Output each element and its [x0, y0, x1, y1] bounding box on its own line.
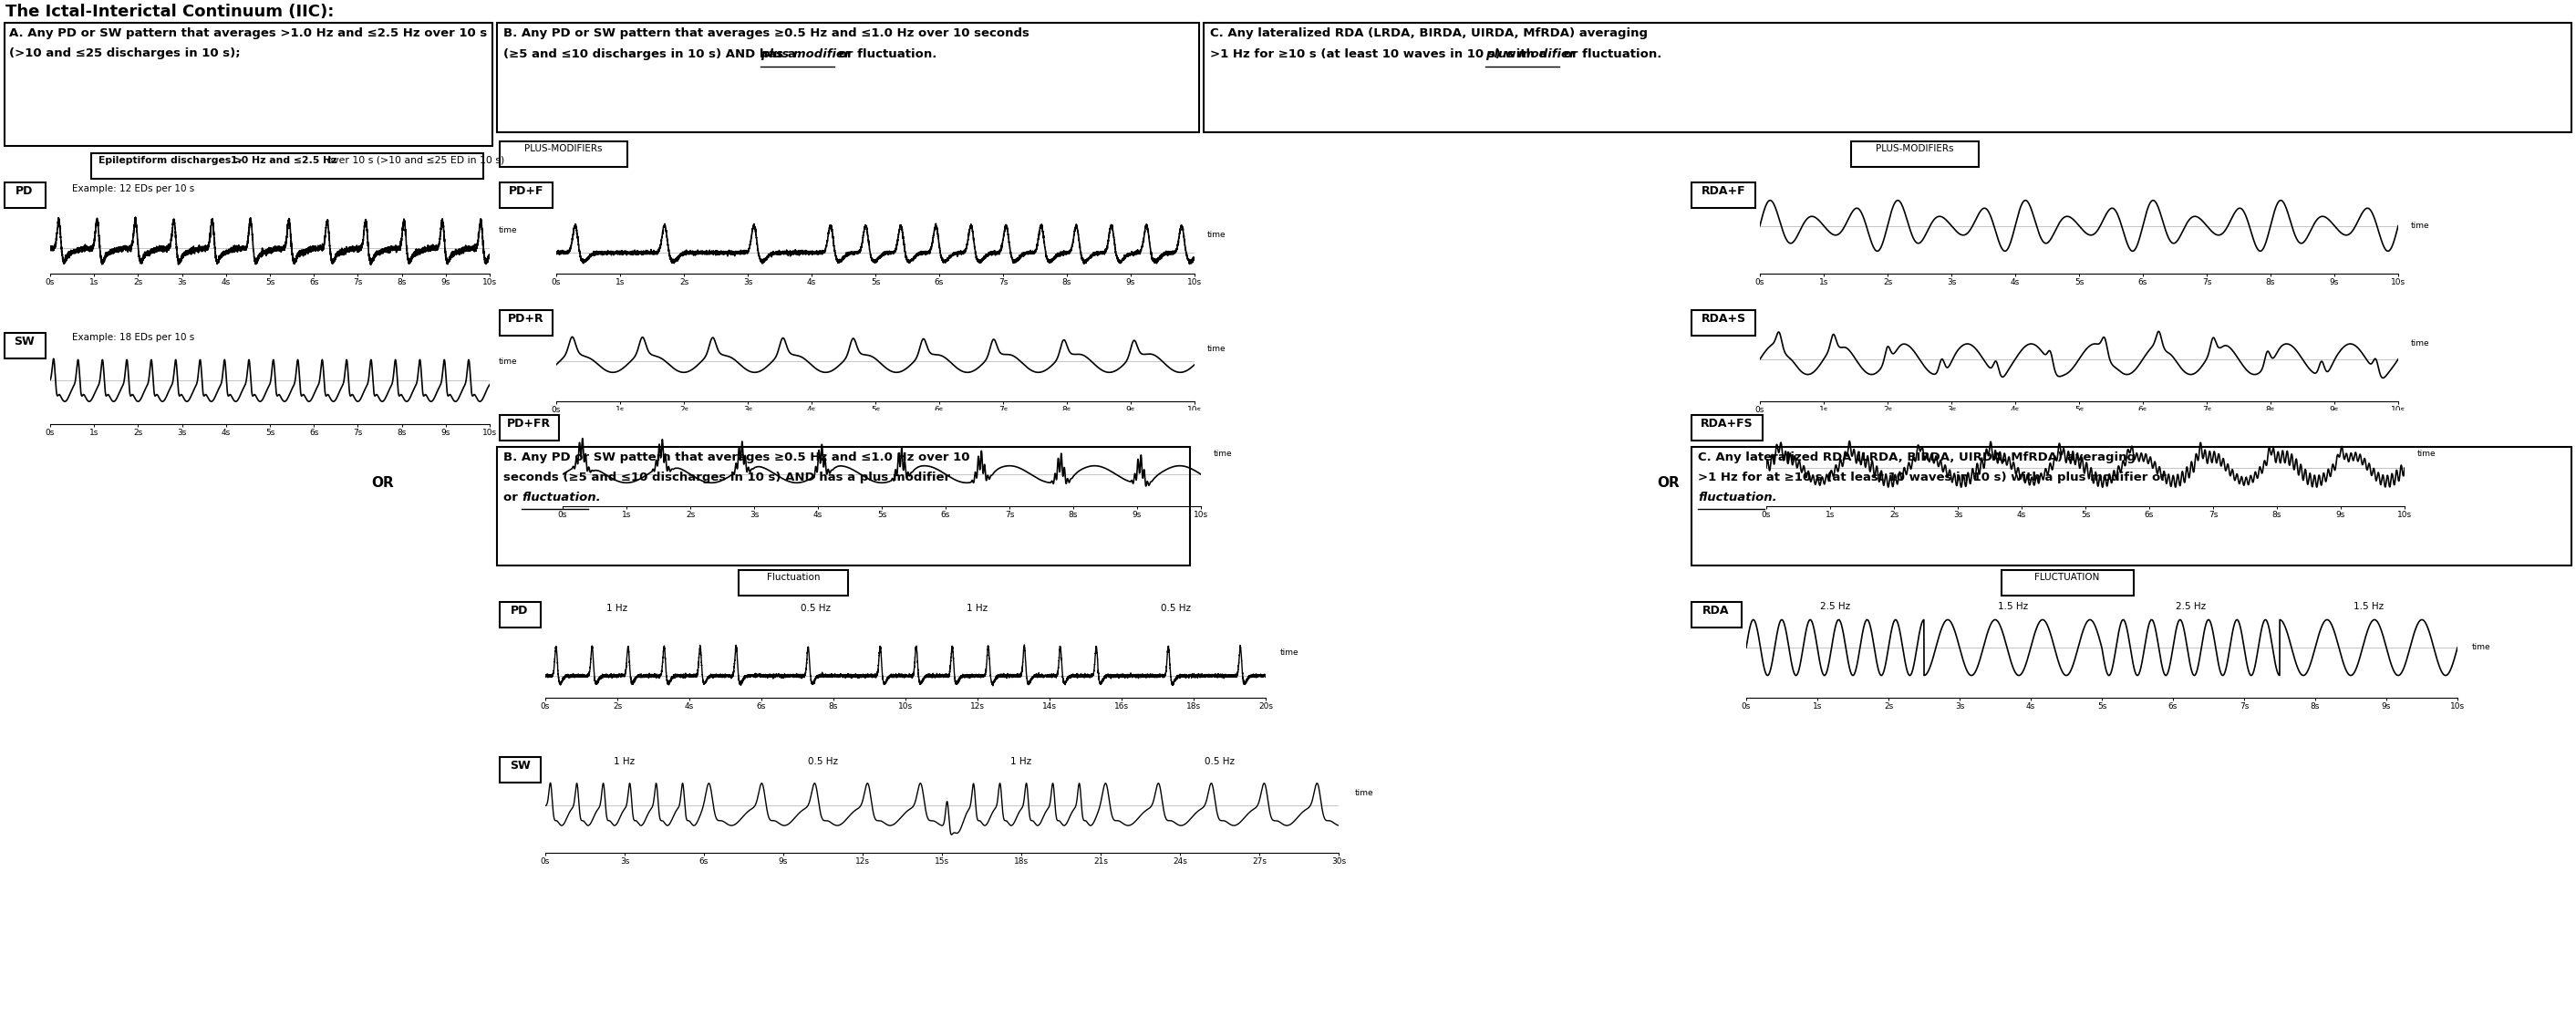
Text: PLUS-MODIFIERs: PLUS-MODIFIERs — [526, 144, 603, 153]
Text: PLUS-MODIFIERs: PLUS-MODIFIERs — [1875, 144, 1953, 153]
Bar — [2002, 570, 2133, 596]
Text: or fluctuation.: or fluctuation. — [1558, 48, 1662, 61]
Bar — [497, 23, 1198, 132]
Text: time: time — [1280, 648, 1298, 656]
Text: >1 Hz for ≥10 s (at least 10 waves in 10 s) with a: >1 Hz for ≥10 s (at least 10 waves in 10… — [1211, 48, 1551, 61]
Text: A. Any PD or SW pattern that averages >1.0 Hz and ≤2.5 Hz over 10 s: A. Any PD or SW pattern that averages >1… — [10, 28, 487, 39]
Text: SW: SW — [15, 336, 36, 347]
Text: 1 Hz: 1 Hz — [608, 604, 629, 613]
Bar — [1692, 447, 2571, 566]
Text: Example: 18 EDs per 10 s: Example: 18 EDs per 10 s — [72, 333, 196, 342]
Text: B. Any PD or SW pattern that averages ≥0.5 Hz and ≤1.0 Hz over 10: B. Any PD or SW pattern that averages ≥0… — [502, 452, 969, 463]
Text: Epileptiform discharges >: Epileptiform discharges > — [98, 156, 242, 165]
Text: 0.5 Hz: 0.5 Hz — [801, 604, 829, 613]
Text: RDA+S: RDA+S — [1700, 313, 1747, 325]
Bar — [5, 183, 46, 207]
Bar — [1692, 415, 1762, 441]
Text: OR: OR — [371, 477, 394, 490]
Text: 1 Hz: 1 Hz — [613, 757, 636, 766]
Bar — [500, 757, 541, 783]
Text: 2.5 Hz: 2.5 Hz — [2177, 602, 2205, 611]
Text: RDA+F: RDA+F — [1700, 185, 1747, 197]
Text: PD: PD — [15, 185, 33, 197]
Text: 0.5 Hz: 0.5 Hz — [1206, 757, 1234, 766]
Bar — [739, 570, 848, 596]
Text: 1 Hz: 1 Hz — [966, 604, 989, 613]
Text: time: time — [1213, 450, 1231, 458]
Text: time: time — [1355, 789, 1373, 797]
Text: time: time — [2473, 644, 2491, 652]
Text: fluctuation.: fluctuation. — [1698, 492, 1777, 503]
Text: Example: 12 EDs per 10 s: Example: 12 EDs per 10 s — [72, 184, 196, 193]
Text: FLUCTUATION: FLUCTUATION — [2035, 573, 2099, 582]
Text: PD+F: PD+F — [507, 185, 544, 197]
Text: time: time — [2411, 340, 2429, 348]
Text: C. Any lateralized RDA (LRDA, BIRDA, UIRDA, MfRDA) averaging: C. Any lateralized RDA (LRDA, BIRDA, UIR… — [1698, 452, 2136, 463]
Text: plus modifier: plus modifier — [1486, 48, 1577, 61]
Text: time: time — [2411, 222, 2429, 230]
Text: over 10 s (>10 and ≤25 ED in 10 s): over 10 s (>10 and ≤25 ED in 10 s) — [325, 156, 505, 165]
Text: time: time — [2416, 450, 2437, 458]
Text: 1.5 Hz: 1.5 Hz — [2354, 602, 2383, 611]
Text: time: time — [500, 357, 518, 366]
Text: 1.0 Hz and ≤2.5 Hz: 1.0 Hz and ≤2.5 Hz — [232, 156, 337, 165]
Text: time: time — [1208, 344, 1226, 352]
Text: 1 Hz: 1 Hz — [1010, 757, 1033, 766]
Text: C. Any lateralized RDA (LRDA, BIRDA, UIRDA, MfRDA) averaging: C. Any lateralized RDA (LRDA, BIRDA, UIR… — [1211, 28, 1649, 39]
Bar — [500, 415, 559, 441]
Text: or: or — [502, 492, 523, 503]
Bar — [1692, 310, 1754, 336]
Text: (>10 and ≤25 discharges in 10 s);: (>10 and ≤25 discharges in 10 s); — [10, 47, 240, 60]
Text: time: time — [500, 226, 518, 234]
Bar — [1203, 23, 2571, 132]
Text: 0.5 Hz: 0.5 Hz — [809, 757, 837, 766]
Text: >1 Hz for at ≥10 s (at least 10 waves in 10 s) with a plus modifier or: >1 Hz for at ≥10 s (at least 10 waves in… — [1698, 471, 2166, 484]
Bar — [500, 183, 554, 207]
Bar — [497, 447, 1190, 566]
Bar — [1692, 602, 1741, 627]
Text: B. Any PD or SW pattern that averages ≥0.5 Hz and ≤1.0 Hz over 10 seconds: B. Any PD or SW pattern that averages ≥0… — [502, 28, 1030, 39]
Text: Fluctuation: Fluctuation — [768, 573, 819, 582]
Bar — [90, 153, 484, 179]
Text: 2.5 Hz: 2.5 Hz — [1821, 602, 1850, 611]
Text: (≥5 and ≤10 discharges in 10 s) AND has a: (≥5 and ≤10 discharges in 10 s) AND has … — [502, 48, 801, 61]
Text: or fluctuation.: or fluctuation. — [835, 48, 938, 61]
Text: The Ictal-Interictal Continuum (IIC):: The Ictal-Interictal Continuum (IIC): — [5, 4, 335, 21]
Text: SW: SW — [510, 760, 531, 771]
Bar — [1692, 183, 1754, 207]
Text: OR: OR — [1656, 477, 1680, 490]
Text: 0.5 Hz: 0.5 Hz — [1162, 604, 1190, 613]
Text: fluctuation.: fluctuation. — [520, 492, 600, 503]
Bar — [5, 333, 46, 358]
Text: 1.5 Hz: 1.5 Hz — [1999, 602, 2027, 611]
Bar — [5, 23, 492, 146]
Text: PD: PD — [510, 605, 528, 616]
Text: RDA: RDA — [1703, 605, 1728, 616]
Bar — [500, 310, 554, 336]
Text: RDA+FS: RDA+FS — [1700, 418, 1754, 429]
Text: seconds (≥5 and ≤10 discharges in 10 s) AND has a plus modifier: seconds (≥5 and ≤10 discharges in 10 s) … — [502, 471, 951, 484]
Text: plus modifier: plus modifier — [760, 48, 850, 61]
Bar — [1852, 142, 1978, 167]
Text: time: time — [1208, 231, 1226, 239]
Bar — [500, 602, 541, 627]
Text: PD+FR: PD+FR — [507, 418, 551, 429]
Text: PD+R: PD+R — [507, 313, 544, 325]
Bar — [500, 142, 629, 167]
